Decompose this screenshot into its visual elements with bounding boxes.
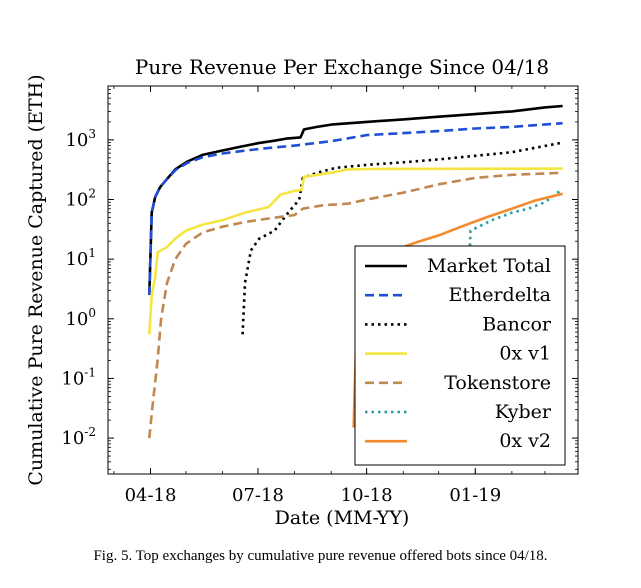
- series-lines: [148, 104, 564, 439]
- y-tick-label: 101: [65, 246, 96, 270]
- x-tick-label: 10-18: [341, 485, 393, 506]
- plot-area-frame: [107, 85, 579, 475]
- x-tick-label: 07-18: [232, 485, 284, 506]
- x-tick-label: 04-18: [125, 485, 177, 506]
- legend-label: Etherdelta: [448, 284, 551, 306]
- legend-label: Market Total: [427, 255, 551, 277]
- y-axis-label: Cumulative Pure Revenue Captured (ETH): [25, 74, 47, 485]
- legend-label: 0x v2: [499, 430, 551, 452]
- figure-caption: Fig. 5. Top exchanges by cumulative pure…: [93, 548, 548, 564]
- series-line-etherdelta: [148, 121, 563, 296]
- y-tick-label: 102: [65, 187, 96, 211]
- y-tick-label: 10-2: [61, 425, 96, 449]
- legend-box: [354, 245, 566, 466]
- x-tick-label: 01-19: [449, 485, 501, 506]
- series-line-bancor: [241, 141, 563, 335]
- legend-label: Bancor: [482, 313, 552, 335]
- series-line-0x-v1: [148, 167, 563, 335]
- x-axis-label: Date (MM-YY): [275, 507, 410, 529]
- series-line-kyber: [465, 187, 564, 337]
- legend-label: Tokenstore: [444, 372, 551, 394]
- y-tick-label: 100: [65, 306, 96, 330]
- series-line-tokenstore: [148, 171, 563, 439]
- chart-title: Pure Revenue Per Exchange Since 04/18: [135, 55, 549, 79]
- axis-ticks: 04-18 07-18 10-18 01-19 10-2 10-1 100 101 102 103: [61, 85, 578, 506]
- legend-label: Kyber: [495, 401, 552, 423]
- legend: Market Total Etherdelta Bancor 0x v1 Tokenst…: [354, 245, 566, 466]
- y-tick-label: 10-1: [61, 365, 96, 389]
- y-tick-label: 103: [65, 127, 96, 151]
- legend-label: 0x v1: [499, 343, 551, 365]
